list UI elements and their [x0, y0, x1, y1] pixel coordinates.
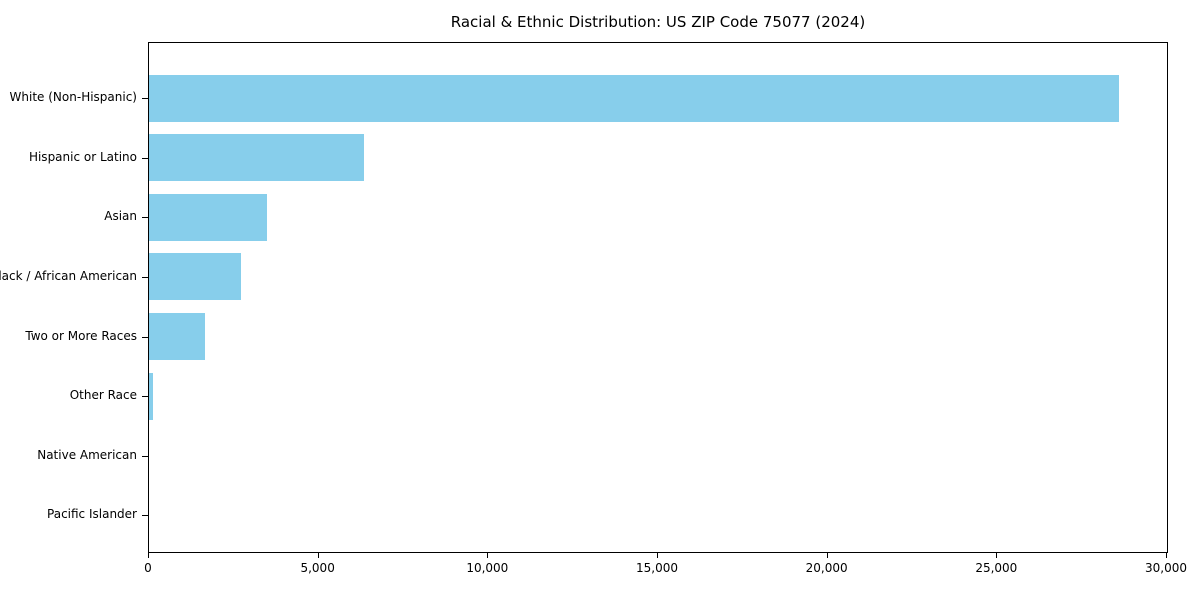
bar-two-or-more-races: [149, 313, 205, 360]
y-axis-label: Pacific Islander: [47, 507, 137, 522]
y-axis-label: Two or More Races: [25, 328, 137, 343]
bar-other-race: [149, 372, 154, 420]
x-axis-tick: [148, 553, 149, 558]
chart-title: Racial & Ethnic Distribution: US ZIP Cod…: [450, 13, 866, 31]
x-axis-tick: [1166, 553, 1167, 558]
y-axis-label: Hispanic or Latino: [28, 149, 137, 164]
bar-asian: [149, 193, 268, 241]
x-axis-tick-label: 20,000: [805, 561, 848, 575]
y-axis-label: Black / African American: [0, 268, 137, 283]
x-axis-tick-label: 10,000: [466, 561, 509, 575]
x-axis-tick-label: 15,000: [636, 561, 678, 575]
x-axis-tick-label: 0: [144, 561, 152, 575]
y-axis-label: Asian: [104, 209, 137, 224]
x-axis-tick: [657, 553, 658, 558]
y-axis-tick: [142, 336, 148, 338]
x-axis-tick: [487, 553, 489, 558]
y-axis-label: Native American: [37, 447, 137, 462]
bar-black-african-american: [149, 253, 241, 301]
y-axis-label: Other Race: [69, 388, 137, 403]
x-axis-tick-label: 30,000: [1145, 561, 1187, 575]
x-axis-tick: [996, 553, 998, 558]
y-axis-tick: [142, 157, 148, 159]
plot-area: [142, 42, 1168, 553]
y-axis-tick: [142, 396, 148, 398]
x-axis-tick: [826, 553, 828, 558]
y-axis-tick: [142, 455, 148, 457]
bar-hispanic-or-latino: [149, 134, 365, 182]
y-axis-tick: [142, 515, 148, 517]
y-axis-label: White (Non-Hispanic): [9, 90, 137, 105]
y-axis-labels: White (Non-Hispanic) Hispanic or Latino As…: [0, 42, 137, 553]
y-axis-tick: [142, 98, 148, 100]
bar-white-non-hispanic: [149, 74, 1120, 122]
y-axis-tick: [142, 217, 148, 219]
x-axis-tick-label: 5,000: [300, 561, 335, 575]
x-axis-tick-label: 25,000: [975, 561, 1018, 575]
y-axis-tick: [142, 276, 148, 278]
x-axis-tick: [317, 553, 319, 558]
x-axis: 0 5,000 10,000 15,000 20,000 25,000 30,000: [144, 553, 1187, 593]
